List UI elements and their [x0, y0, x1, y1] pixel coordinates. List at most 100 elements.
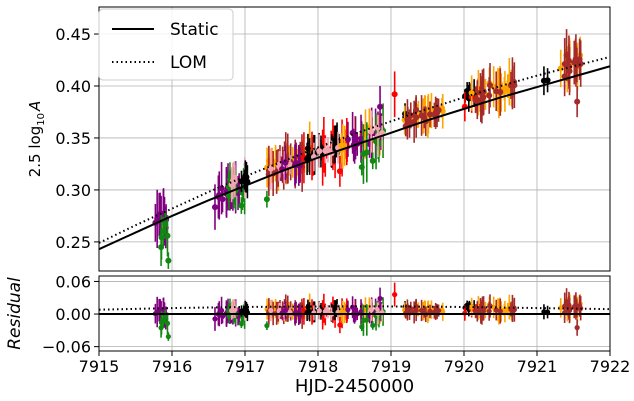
- data-point: [391, 91, 398, 98]
- data-point: [468, 90, 475, 97]
- data-point: [363, 149, 370, 156]
- main-grid: [98, 7, 611, 271]
- legend-lom-label: LOM: [170, 53, 207, 73]
- residual-point: [268, 307, 274, 314]
- residual-point: [264, 323, 270, 329]
- residual-point: [574, 325, 580, 331]
- residual-point: [282, 307, 289, 314]
- x-tick-label: 7917: [225, 357, 266, 376]
- y-tick-label: 0.25: [55, 233, 91, 252]
- y-tick-label: −0.06: [42, 338, 91, 357]
- main-data-points: [152, 29, 584, 269]
- residual-point: [345, 307, 351, 313]
- data-point: [231, 174, 238, 181]
- x-axis-label: HJD-2450000: [295, 376, 414, 397]
- residual-point: [493, 307, 499, 313]
- legend: Static LOM: [98, 8, 234, 81]
- data-point: [413, 114, 420, 121]
- data-point: [486, 92, 493, 99]
- x-ticks: 7915 7916 7917 7918 7919 7920 7921 7922: [79, 351, 631, 376]
- data-point: [497, 88, 504, 95]
- main-y-axis-label-prefix: 2.5 log: [26, 126, 44, 178]
- x-tick-label: 7920: [444, 357, 485, 376]
- residual-point: [392, 291, 398, 298]
- data-point: [165, 257, 172, 264]
- data-point: [344, 136, 351, 143]
- y-tick-label: 0.45: [55, 25, 91, 44]
- data-point: [219, 196, 226, 203]
- residual-point: [370, 322, 376, 329]
- residual-point: [164, 320, 171, 326]
- residual-point: [418, 307, 425, 314]
- residual-point: [404, 307, 411, 313]
- residual-point: [368, 307, 374, 313]
- data-point: [374, 124, 381, 131]
- data-point: [263, 196, 270, 203]
- residual-point: [337, 322, 343, 328]
- main-y-ticks: 0.25 0.30 0.35 0.40 0.45: [55, 25, 99, 252]
- data-point: [316, 148, 323, 155]
- data-point: [211, 204, 218, 211]
- y-tick-label: 0.00: [55, 305, 91, 324]
- main-plot-frame: [98, 6, 611, 272]
- main-y-axis-label: 2.5 log10A: [26, 101, 47, 178]
- legend-static-label: Static: [170, 20, 219, 40]
- residual-point: [413, 307, 419, 314]
- residual-point: [469, 304, 475, 310]
- residual-point: [212, 316, 218, 322]
- residual-point: [375, 306, 381, 312]
- data-point: [426, 111, 433, 118]
- legend-box: [98, 8, 234, 81]
- data-point: [267, 165, 274, 172]
- data-point: [238, 202, 245, 209]
- residual-point: [241, 308, 248, 314]
- main-y-axis-label-variable: A: [26, 101, 44, 112]
- residual-point: [377, 295, 383, 302]
- data-point: [407, 112, 414, 119]
- data-point: [324, 146, 331, 153]
- data-point: [418, 112, 425, 119]
- residual-point: [325, 309, 331, 315]
- data-point: [377, 103, 384, 110]
- data-point: [228, 181, 235, 188]
- data-point: [487, 82, 494, 89]
- x-tick-label: 7916: [152, 357, 193, 376]
- residual-point: [427, 308, 433, 314]
- x-tick-label: 7918: [298, 357, 339, 376]
- residual-point: [238, 321, 244, 327]
- residual-point: [486, 308, 492, 314]
- residual-y-ticks: 0.06 0.00 −0.06: [42, 272, 99, 357]
- data-point: [368, 128, 375, 135]
- main-y-axis-label-subscript: 10: [36, 113, 47, 126]
- y-tick-label: 0.30: [55, 181, 91, 200]
- data-point: [540, 77, 547, 84]
- data-point: [336, 168, 343, 175]
- data-point: [472, 97, 479, 104]
- data-point: [358, 164, 365, 171]
- residual-point: [316, 308, 322, 314]
- x-tick-label: 7919: [371, 357, 412, 376]
- residual-point: [364, 317, 370, 323]
- main-model-lines: [98, 55, 611, 251]
- residual-point: [563, 299, 570, 305]
- data-point: [431, 111, 438, 118]
- data-point: [565, 63, 572, 70]
- series-static-line: [98, 65, 611, 251]
- x-tick-label: 7922: [590, 357, 631, 376]
- data-point: [282, 159, 289, 166]
- data-point: [162, 221, 169, 228]
- residual-point: [497, 308, 503, 314]
- data-point: [375, 140, 382, 147]
- data-point: [369, 157, 376, 164]
- data-point: [574, 98, 581, 105]
- residual-y-axis-label: Residual: [5, 277, 25, 350]
- y-tick-label: 0.06: [55, 272, 91, 291]
- data-point: [480, 94, 487, 101]
- data-point: [404, 116, 411, 123]
- data-point: [358, 135, 365, 142]
- data-point: [286, 161, 293, 168]
- residual-model-lines: [98, 305, 611, 316]
- data-point: [158, 234, 165, 241]
- x-tick-label: 7915: [79, 357, 120, 376]
